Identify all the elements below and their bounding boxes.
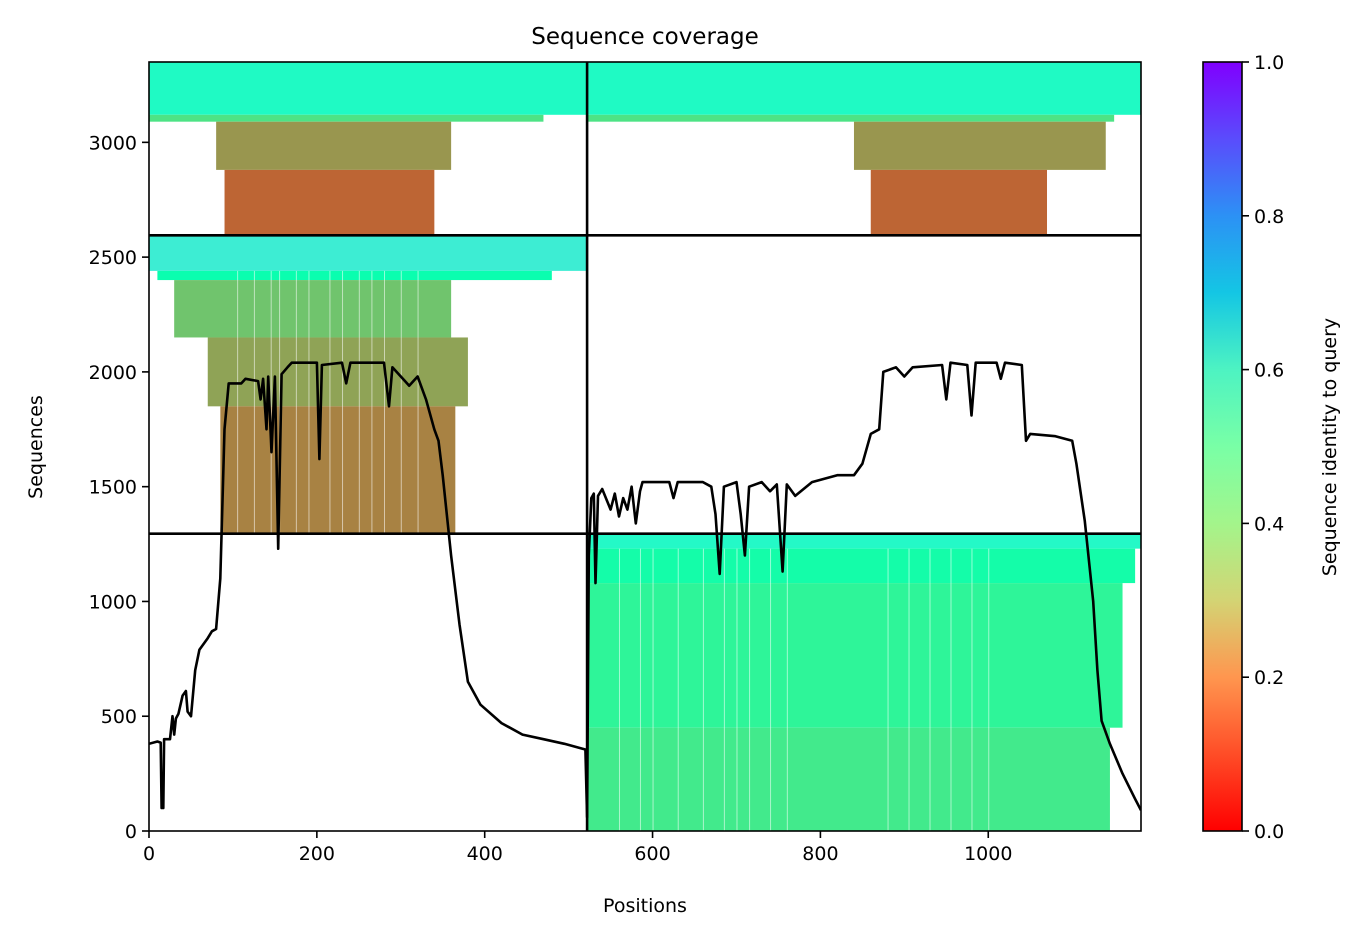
heatmap-band bbox=[157, 270, 552, 281]
x-tick-label: 800 bbox=[802, 843, 838, 865]
heatmap-band bbox=[587, 62, 1141, 115]
y-tick-label: 1500 bbox=[89, 477, 137, 499]
colorbar-label: Sequence identity to query bbox=[1319, 318, 1341, 576]
gap-stripe bbox=[253, 270, 255, 534]
gap-stripe bbox=[270, 270, 272, 534]
chart-title: Sequence coverage bbox=[531, 24, 759, 50]
heatmap-band bbox=[220, 406, 456, 534]
heatmap-band bbox=[587, 548, 1136, 584]
x-tick-label: 600 bbox=[634, 843, 670, 865]
x-axis-ticks: 0 200 400 600 800 1000 bbox=[143, 831, 1012, 865]
gap-stripe bbox=[417, 270, 419, 534]
y-tick-label: 3000 bbox=[89, 132, 137, 154]
gap-stripe bbox=[371, 270, 373, 534]
colorbar-tick-label: 0.4 bbox=[1254, 513, 1284, 535]
heatmap-band bbox=[224, 169, 435, 236]
heatmap-band bbox=[587, 583, 1123, 728]
heatmap-band bbox=[174, 280, 452, 338]
gap-stripe bbox=[677, 548, 679, 831]
gap-stripe bbox=[950, 548, 952, 831]
gap-stripe bbox=[308, 270, 310, 534]
x-tick-label: 400 bbox=[467, 843, 503, 865]
x-axis-label: Positions bbox=[603, 895, 687, 917]
y-tick-label: 2000 bbox=[89, 362, 137, 384]
colorbar-tick-label: 0.8 bbox=[1254, 206, 1284, 228]
colorbar-ticks: 0.0 0.2 0.4 0.6 0.8 1.0 bbox=[1242, 52, 1284, 843]
gap-stripe bbox=[929, 548, 931, 831]
colorbar-tick-label: 0.2 bbox=[1254, 667, 1284, 689]
gap-stripe bbox=[618, 548, 620, 831]
heatmap-gap-stripes bbox=[237, 270, 990, 831]
y-tick-label: 0 bbox=[125, 821, 137, 843]
gap-stripe bbox=[237, 270, 239, 534]
colorbar bbox=[1202, 61, 1243, 832]
gap-stripe bbox=[702, 548, 704, 831]
heatmap-band bbox=[853, 121, 1106, 170]
heatmap-band bbox=[149, 114, 544, 122]
heatmap-band bbox=[587, 533, 1141, 549]
y-tick-label: 1000 bbox=[89, 591, 137, 613]
heatmap-band bbox=[587, 114, 1115, 122]
x-tick-label: 0 bbox=[143, 843, 155, 865]
gap-stripe bbox=[908, 548, 910, 831]
gap-stripe bbox=[971, 548, 973, 831]
gap-stripe bbox=[279, 270, 281, 534]
gap-stripe bbox=[329, 270, 331, 534]
heatmap-band bbox=[216, 121, 452, 170]
coverage-line bbox=[149, 361, 1141, 819]
colorbar-tick-label: 0.0 bbox=[1254, 821, 1284, 843]
coverage-heatmap bbox=[149, 62, 1141, 831]
heatmap-band bbox=[587, 727, 1110, 831]
gap-stripe bbox=[770, 548, 772, 831]
gap-stripe bbox=[786, 548, 788, 831]
gap-stripe bbox=[358, 270, 360, 534]
y-axis-label: Sequences bbox=[25, 395, 47, 499]
gap-stripe bbox=[723, 548, 725, 831]
gap-stripe bbox=[400, 270, 402, 534]
gap-stripe bbox=[639, 548, 641, 831]
gap-stripe bbox=[988, 548, 990, 831]
gap-stripe bbox=[736, 548, 738, 831]
y-tick-label: 2500 bbox=[89, 247, 137, 269]
colorbar-tick-label: 1.0 bbox=[1254, 52, 1284, 74]
plot-frame bbox=[148, 61, 1142, 832]
gap-stripe bbox=[652, 548, 654, 831]
x-tick-label: 1000 bbox=[964, 843, 1012, 865]
gap-stripe bbox=[342, 270, 344, 534]
gap-stripe bbox=[749, 548, 751, 831]
y-tick-label: 500 bbox=[101, 706, 137, 728]
colorbar-tick-label: 0.6 bbox=[1254, 360, 1284, 382]
plot-area bbox=[149, 62, 1141, 831]
heatmap-band bbox=[149, 235, 588, 271]
heatmap-band bbox=[870, 169, 1048, 236]
gap-stripe bbox=[383, 270, 385, 534]
x-tick-label: 200 bbox=[299, 843, 335, 865]
heatmap-band bbox=[149, 62, 588, 115]
y-axis-ticks: 0 500 1000 1500 2000 2500 3000 bbox=[89, 132, 149, 843]
gap-stripe bbox=[887, 548, 889, 831]
gap-stripe bbox=[295, 270, 297, 534]
heatmap-band bbox=[207, 337, 468, 407]
